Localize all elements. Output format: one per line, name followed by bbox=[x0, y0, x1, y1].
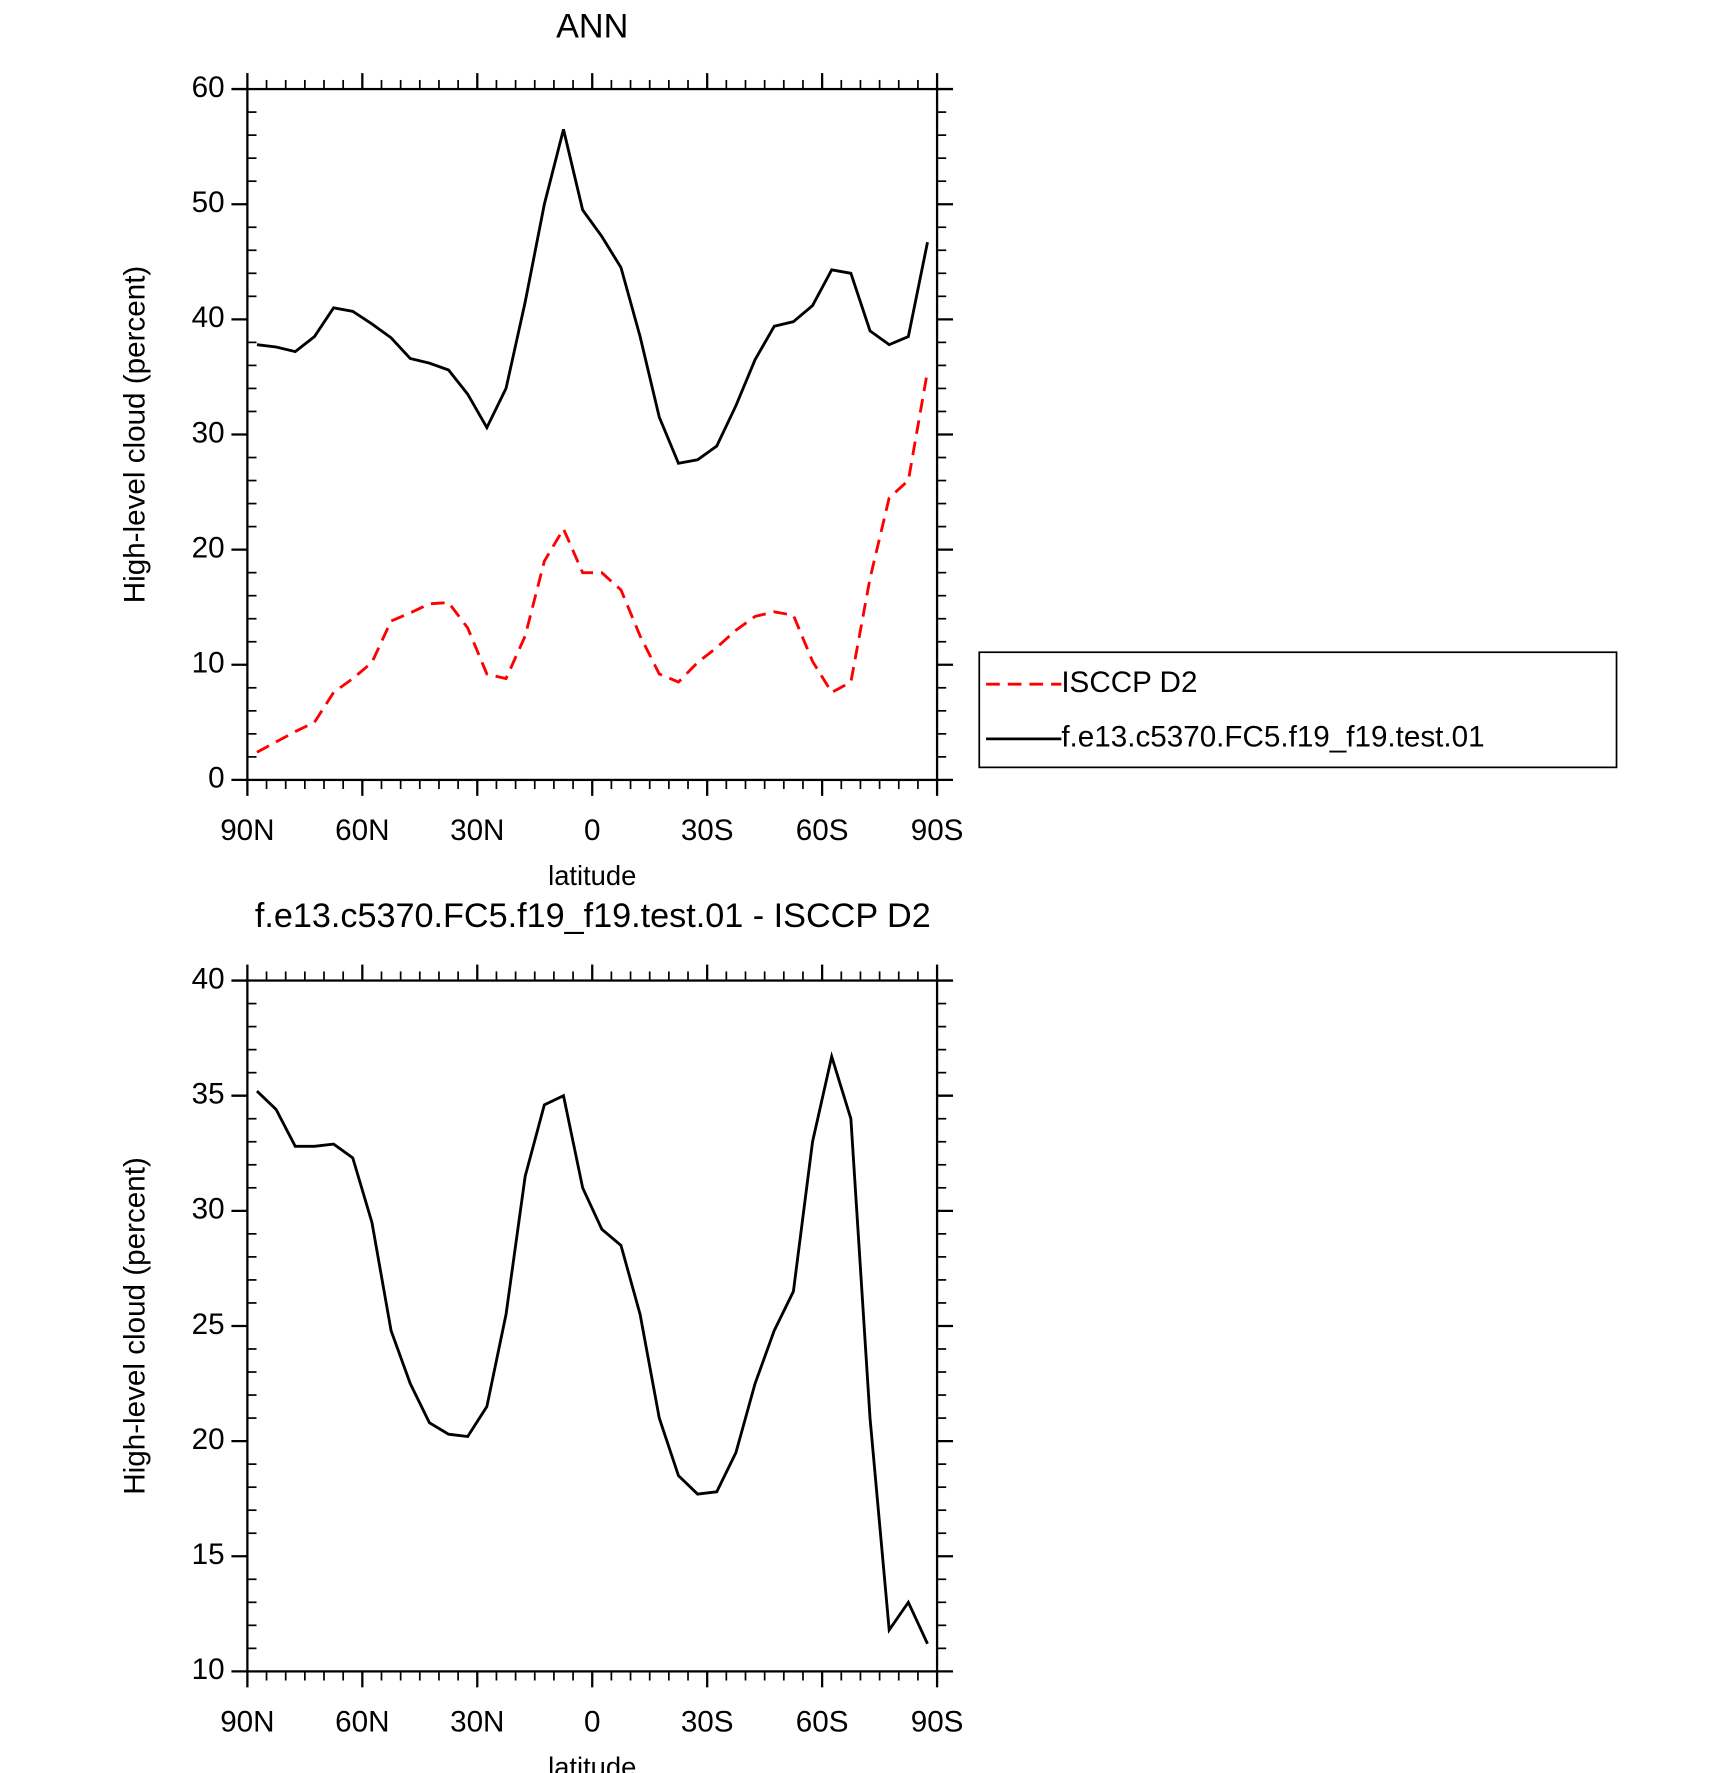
y-axis-label: High-level cloud (percent) bbox=[119, 266, 152, 604]
legend-label: f.e13.c5370.FC5.f19_f19.test.01 bbox=[1061, 721, 1484, 754]
x-tick-label: 90N bbox=[220, 814, 274, 847]
y-tick-label: 40 bbox=[192, 301, 225, 334]
y-tick-label: 60 bbox=[192, 71, 225, 104]
x-tick-label: 90S bbox=[911, 814, 964, 847]
x-tick-label: 90S bbox=[911, 1706, 964, 1739]
x-tick-label: 30N bbox=[450, 814, 504, 847]
x-axis-label: latitude bbox=[548, 1752, 636, 1773]
y-tick-label: 50 bbox=[192, 186, 225, 219]
x-tick-label: 30S bbox=[681, 1706, 734, 1739]
y-tick-label: 25 bbox=[192, 1308, 225, 1341]
y-tick-label: 20 bbox=[192, 1423, 225, 1456]
data-line bbox=[256, 129, 929, 465]
x-tick-label: 90N bbox=[220, 1706, 274, 1739]
plot-frame bbox=[246, 87, 939, 782]
y-tick-label: 30 bbox=[192, 1193, 225, 1226]
chart-title: f.e13.c5370.FC5.f19_f19.test.01 - ISCCP … bbox=[255, 897, 931, 935]
x-tick-label: 60N bbox=[335, 814, 389, 847]
plot-frame bbox=[246, 979, 939, 1673]
y-tick-label: 15 bbox=[192, 1538, 225, 1571]
y-tick-label: 30 bbox=[192, 416, 225, 449]
chart-title: ANN bbox=[556, 8, 628, 46]
y-tick-label: 20 bbox=[192, 531, 225, 564]
x-tick-label: 60N bbox=[335, 1706, 389, 1739]
x-tick-label: 0 bbox=[584, 1706, 600, 1739]
legend-label: ISCCP D2 bbox=[1061, 666, 1197, 699]
x-tick-label: 60S bbox=[796, 814, 849, 847]
y-axis-label: High-level cloud (percent) bbox=[119, 1157, 152, 1495]
y-tick-label: 0 bbox=[208, 762, 224, 795]
x-tick-label: 30S bbox=[681, 814, 734, 847]
data-line bbox=[256, 370, 929, 754]
x-tick-label: 30N bbox=[450, 1706, 504, 1739]
y-tick-label: 10 bbox=[192, 647, 225, 680]
x-tick-label: 0 bbox=[584, 814, 600, 847]
y-tick-label: 35 bbox=[192, 1078, 225, 1111]
x-tick-label: 60S bbox=[796, 1706, 849, 1739]
x-axis-label: latitude bbox=[548, 860, 636, 891]
y-tick-label: 10 bbox=[192, 1653, 225, 1686]
y-tick-label: 40 bbox=[192, 962, 225, 995]
legend-box bbox=[978, 651, 1618, 769]
data-line bbox=[255, 1051, 929, 1645]
